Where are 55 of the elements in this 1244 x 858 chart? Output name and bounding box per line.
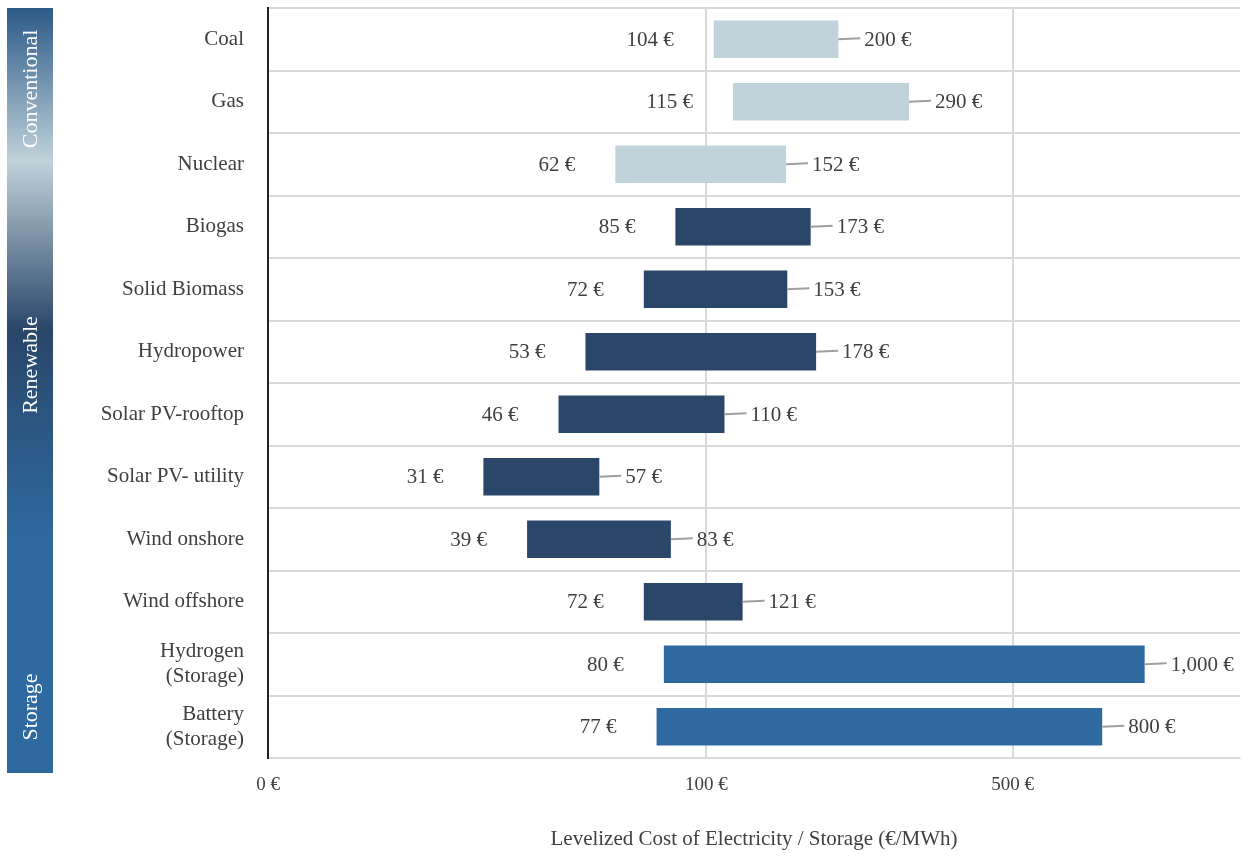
data-label: 800 €	[1128, 714, 1176, 739]
y-tick-label: Solar PV- utility	[107, 463, 245, 488]
annotation: 31 €	[406, 464, 444, 489]
bar	[643, 270, 788, 308]
data-label: 1,000 €	[1170, 651, 1235, 676]
y-tick-label: Wind offshore	[123, 588, 244, 613]
data-label: 110 €	[750, 401, 798, 426]
x-axis-title: Levelized Cost of Electricity / Storage (€/MWh)	[550, 825, 958, 850]
annotation: 104 €	[626, 26, 675, 51]
y-tick-label: Wind onshore	[126, 525, 244, 550]
text: Storage	[17, 672, 43, 741]
data-label: 153 €	[813, 276, 862, 301]
data-label: 152 €	[812, 151, 860, 176]
bar	[713, 20, 839, 58]
x-tick-label: 0 €	[256, 773, 281, 795]
annotation: 77 €	[579, 714, 618, 739]
x-tick-label: 500 €	[991, 773, 1035, 795]
y-tick-label: Battery (Storage)	[165, 700, 245, 750]
bar	[527, 520, 671, 558]
bar	[675, 208, 811, 246]
bar	[663, 645, 1145, 683]
bar	[732, 83, 910, 121]
y-tick-label: Coal	[204, 25, 245, 50]
bar	[585, 333, 817, 371]
y-tick-label: Hydrogen (Storage)	[160, 638, 245, 688]
annotation: 72 €	[567, 589, 605, 614]
y-tick-label: Solar PV-rooftop	[100, 400, 244, 425]
text: Renewable	[17, 316, 43, 414]
annotation: 53 €	[508, 339, 546, 364]
data-label: 173 €	[836, 214, 885, 239]
data-label: 178 €	[842, 339, 890, 364]
annotation: 62 €	[538, 151, 576, 176]
bar	[483, 458, 600, 496]
data-label: 83 €	[696, 526, 735, 551]
annotation: 39 €	[450, 526, 488, 551]
y-tick-label: Nuclear	[177, 150, 244, 175]
y-tick-label: Biogas	[185, 213, 244, 238]
annotation: 72 €	[567, 276, 605, 301]
x-tick-label: 100 €	[684, 773, 729, 795]
bar	[656, 708, 1103, 746]
data-label: 57 €	[625, 464, 663, 489]
y-tick-label: Gas	[211, 88, 244, 113]
bar	[615, 145, 787, 183]
annotation: 80 €	[587, 651, 625, 676]
y-tick-label: Hydropower	[137, 338, 244, 363]
annotation: 46 €	[481, 401, 520, 426]
annotation: 115 €	[646, 89, 694, 114]
bar	[558, 395, 725, 433]
bar	[643, 583, 743, 621]
annotation: 85 €	[598, 214, 636, 239]
data-label: 290 €	[935, 89, 983, 114]
data-label: 200 €	[864, 26, 913, 51]
text: Conventional	[17, 29, 43, 149]
data-label: 121 €	[768, 589, 817, 614]
y-tick-label: Solid Biomass	[122, 275, 244, 300]
